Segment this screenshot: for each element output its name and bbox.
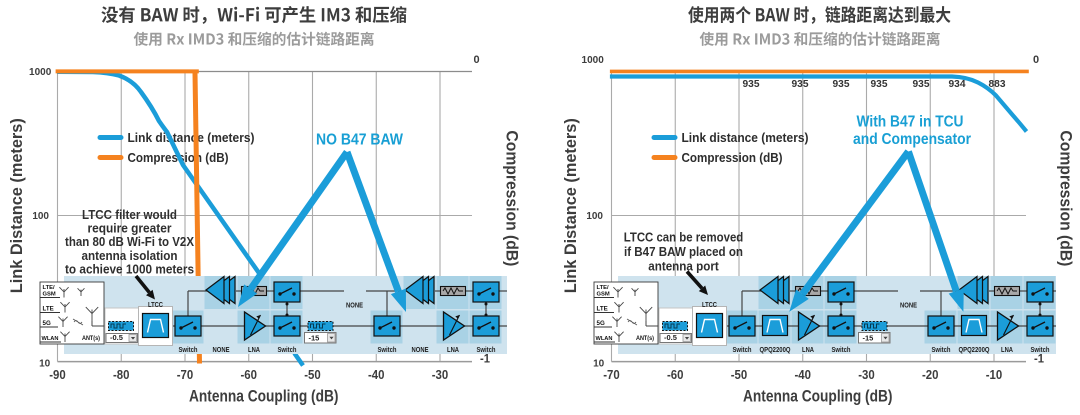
svg-text:935: 935 — [743, 78, 760, 90]
svg-text:1000: 1000 — [582, 55, 605, 66]
svg-text:10: 10 — [593, 358, 605, 369]
svg-text:-40: -40 — [795, 368, 812, 382]
svg-text:100: 100 — [586, 211, 603, 222]
svg-text:-10: -10 — [986, 368, 1003, 382]
svg-text:-40: -40 — [368, 368, 385, 382]
svg-text:935: 935 — [871, 78, 888, 90]
svg-text:5G: 5G — [43, 320, 51, 327]
svg-text:WLAN: WLAN — [596, 336, 613, 342]
svg-text:if B47 BAW placed on: if B47 BAW placed on — [624, 244, 743, 259]
svg-text:Compression (dB): Compression (dB) — [682, 150, 783, 165]
svg-text:LNA: LNA — [248, 345, 260, 354]
svg-text:-60: -60 — [667, 368, 684, 382]
svg-text:Antenna Coupling (dB): Antenna Coupling (dB) — [189, 387, 339, 406]
svg-text:-1: -1 — [1034, 354, 1045, 366]
svg-text:LTCC: LTCC — [702, 300, 717, 309]
svg-text:0: 0 — [473, 54, 479, 66]
svg-text:LTE: LTE — [43, 306, 54, 313]
svg-text:QPQ2200Q: QPQ2200Q — [760, 345, 791, 354]
svg-text:require greater: require greater — [88, 221, 172, 236]
svg-text:934: 934 — [949, 78, 966, 90]
svg-text:-90: -90 — [49, 368, 66, 382]
svg-text:Link distance (meters): Link distance (meters) — [682, 130, 809, 145]
svg-text:100: 100 — [32, 211, 49, 222]
svg-text:-15: -15 — [863, 333, 874, 342]
svg-text:Link Distance (meters): Link Distance (meters) — [562, 118, 580, 293]
svg-text:-30: -30 — [858, 368, 875, 382]
svg-text:-1: -1 — [480, 354, 491, 366]
svg-text:LTCC filter would: LTCC filter would — [82, 207, 177, 222]
svg-text:LTE/: LTE/ — [43, 285, 56, 291]
svg-text:LTE: LTE — [597, 306, 608, 313]
svg-text:-70: -70 — [177, 368, 194, 382]
svg-text:-0.5: -0.5 — [664, 333, 677, 342]
svg-text:GSM: GSM — [43, 292, 56, 298]
svg-text:NONE: NONE — [213, 345, 230, 354]
svg-text:Link Distance (meters): Link Distance (meters) — [8, 118, 26, 293]
svg-text:antenna isolation: antenna isolation — [82, 248, 178, 263]
svg-text:-60: -60 — [241, 368, 258, 382]
svg-text:Compression (dB): Compression (dB) — [503, 130, 521, 266]
svg-text:-80: -80 — [113, 368, 130, 382]
svg-text:Switch: Switch — [179, 345, 198, 354]
svg-text:935: 935 — [913, 78, 930, 90]
svg-text:-70: -70 — [603, 368, 620, 382]
svg-text:-30: -30 — [432, 368, 449, 382]
svg-text:QPQ2200Q: QPQ2200Q — [959, 345, 990, 354]
svg-text:NONE: NONE — [900, 301, 917, 310]
svg-text:-20: -20 — [922, 368, 939, 382]
svg-text:935: 935 — [792, 78, 809, 90]
svg-text:to achieve 1000 meters: to achieve 1000 meters — [65, 261, 194, 276]
svg-text:LTCC can be removed: LTCC can be removed — [624, 230, 744, 245]
svg-text:NONE: NONE — [412, 345, 429, 354]
svg-text:and Compensator: and Compensator — [853, 131, 971, 148]
svg-text:883: 883 — [989, 78, 1006, 90]
svg-text:Link distance (meters): Link distance (meters) — [128, 130, 255, 145]
svg-text:LNA: LNA — [1001, 345, 1013, 354]
svg-text:Switch: Switch — [477, 345, 496, 354]
svg-text:LNA: LNA — [447, 345, 459, 354]
svg-text:-50: -50 — [304, 368, 321, 382]
svg-text:LTCC: LTCC — [148, 300, 163, 309]
svg-text:Antenna Coupling (dB): Antenna Coupling (dB) — [743, 387, 893, 406]
svg-text:LTE/: LTE/ — [597, 285, 610, 291]
svg-text:935: 935 — [833, 78, 850, 90]
svg-text:-0.5: -0.5 — [110, 333, 123, 342]
svg-text:1000: 1000 — [29, 67, 52, 78]
svg-text:-50: -50 — [731, 368, 748, 382]
svg-text:Compression (dB): Compression (dB) — [1057, 130, 1075, 266]
svg-text:GSM: GSM — [597, 292, 610, 298]
svg-text:With B47 in TCU: With B47 in TCU — [857, 114, 964, 131]
svg-text:ANT(s): ANT(s) — [82, 335, 100, 342]
svg-text:LNA: LNA — [802, 345, 814, 354]
svg-text:than 80 dB Wi-Fi to V2X: than 80 dB Wi-Fi to V2X — [65, 234, 194, 249]
svg-text:NO B47 BAW: NO B47 BAW — [316, 132, 403, 149]
svg-text:Switch: Switch — [378, 345, 397, 354]
svg-text:5G: 5G — [597, 320, 605, 327]
svg-text:WLAN: WLAN — [42, 336, 59, 342]
svg-text:0: 0 — [1033, 54, 1039, 66]
svg-text:ANT(s): ANT(s) — [636, 335, 654, 342]
svg-text:Switch: Switch — [1031, 345, 1050, 354]
svg-text:antenna port: antenna port — [648, 259, 719, 274]
svg-text:-15: -15 — [309, 333, 320, 342]
svg-text:Switch: Switch — [733, 345, 752, 354]
svg-text:Switch: Switch — [832, 345, 851, 354]
svg-text:Switch: Switch — [278, 345, 297, 354]
svg-text:Switch: Switch — [932, 345, 951, 354]
svg-text:NONE: NONE — [346, 301, 363, 310]
svg-text:10: 10 — [39, 358, 51, 369]
